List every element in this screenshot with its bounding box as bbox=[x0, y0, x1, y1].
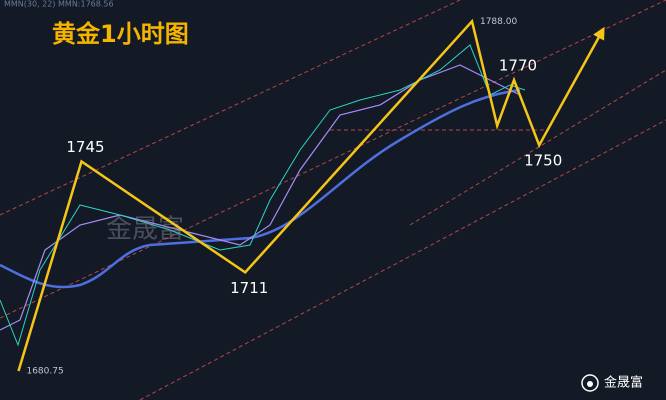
price-label: 1750 bbox=[524, 152, 562, 170]
zigzag-line bbox=[17, 18, 605, 372]
price-label: 1770 bbox=[499, 57, 537, 75]
watermark: 金晟富 bbox=[106, 215, 184, 245]
ma-slow bbox=[0, 88, 521, 289]
ma-fast bbox=[0, 44, 526, 347]
chart-title: 黄金1小时图 bbox=[52, 20, 189, 48]
price-label: 1745 bbox=[66, 138, 104, 156]
brand-icon bbox=[581, 374, 599, 392]
channel-lower bbox=[139, 119, 666, 400]
price-label: 1680.75 bbox=[26, 367, 63, 377]
channel-lower-2 bbox=[409, 69, 666, 226]
indicator-label: MMN(30, 22) MMN:1768.56 bbox=[4, 0, 114, 9]
brand-icon-dot bbox=[587, 381, 593, 387]
brand-name: 金晟富 bbox=[604, 375, 643, 391]
price-label: 1711 bbox=[230, 279, 268, 297]
brand-logo: 金晟富 bbox=[581, 374, 643, 392]
price-label: 1788.00 bbox=[480, 17, 517, 27]
